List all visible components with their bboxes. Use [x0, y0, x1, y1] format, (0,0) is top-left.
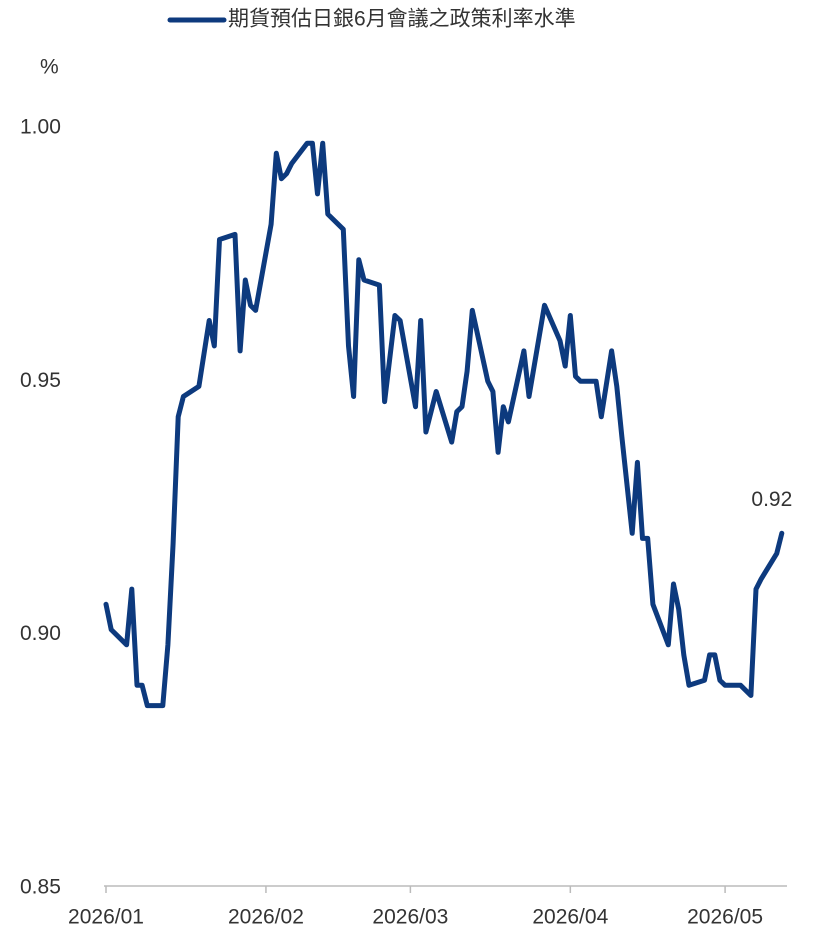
x-tick-label: 2026/04: [532, 906, 608, 929]
y-tick-label: 0.95: [20, 369, 61, 392]
y-tick-label: 0.85: [20, 876, 61, 899]
legend-label: 期貨預估日銀6月會議之政策利率水準: [228, 8, 576, 31]
x-tick-label: 2026/01: [68, 906, 144, 929]
y-axis-unit: %: [40, 56, 59, 79]
end-annotation: 0.92: [751, 488, 792, 511]
x-tick-label: 2026/05: [687, 906, 763, 929]
x-tick-label: 2026/02: [228, 906, 304, 929]
y-tick-label: 1.00: [20, 116, 61, 139]
data-line: [103, 140, 785, 709]
y-tick-label: 0.90: [20, 622, 61, 645]
x-tick-label: 2026/03: [372, 906, 448, 929]
